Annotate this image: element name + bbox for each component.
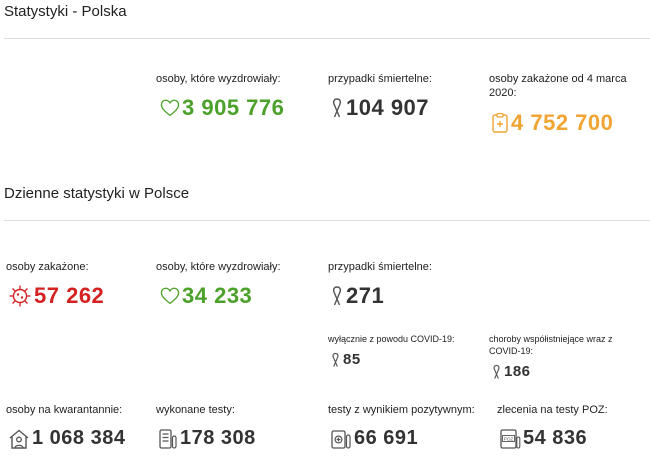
daily-deaths-value: 271: [346, 283, 385, 308]
ribbon-icon: [330, 285, 344, 307]
heart-icon: [160, 99, 180, 117]
total-deaths-value: 104 907: [346, 95, 430, 120]
comorbid-value: 186: [504, 363, 531, 380]
total-infected-value: 4 752 700: [511, 110, 614, 135]
daily-recovered-label: osoby, które wyzdrowiały:: [156, 261, 281, 273]
daily-deaths-label: przypadki śmiertelne:: [328, 261, 432, 273]
positive-tests-label: testy z wynikiem pozytywnym:: [328, 404, 475, 416]
quarantine-value: 1 068 384: [32, 427, 126, 449]
virus-icon: [8, 284, 32, 308]
daily-recovered-stat: 34 233: [160, 283, 252, 309]
house-person-icon: [8, 428, 30, 450]
svg-text:POZ: POZ: [504, 436, 514, 441]
comorbid-label: choroby współistniejące wraz z COVID-19:: [489, 334, 613, 356]
quarantine-label: osoby na kwarantannie:: [6, 404, 123, 416]
page-title: Statystyki - Polska: [4, 3, 127, 20]
daily-infected-label: osoby zakażone:: [6, 261, 89, 273]
daily-infected-value: 57 262: [34, 283, 105, 308]
ribbon-icon: [330, 352, 341, 368]
daily-title: Dzienne statystyki w Polsce: [4, 185, 190, 202]
poz-document-icon: POZ: [499, 428, 521, 450]
covid-only-stat: 85: [330, 351, 361, 368]
heart-icon: [160, 287, 180, 305]
ribbon-icon: [330, 97, 344, 119]
total-recovered-stat: 3 905 776: [160, 95, 284, 121]
daily-infected-stat: 57 262: [8, 283, 104, 309]
total-infected-stat: 4 752 700: [491, 110, 613, 136]
tests-value: 178 308: [180, 427, 256, 449]
daily-deaths-stat: 271: [330, 283, 384, 309]
daily-recovered-value: 34 233: [182, 283, 253, 308]
positive-tests-value: 66 691: [354, 427, 419, 449]
tests-label: wykonane testy:: [156, 404, 235, 416]
poz-orders-label: zlecenia na testy POZ:: [497, 404, 608, 416]
divider-daily: [4, 220, 650, 221]
total-infected-label: osoby zakażone od 4 marca 2020:: [489, 73, 627, 99]
total-recovered-value: 3 905 776: [182, 95, 285, 120]
total-deaths-label: przypadki śmiertelne:: [328, 73, 432, 85]
poz-orders-value: 54 836: [523, 427, 588, 449]
total-deaths-stat: 104 907: [330, 95, 429, 121]
positive-tests-stat: 66 691: [330, 427, 418, 450]
poz-orders-stat: POZ 54 836: [499, 427, 587, 450]
comorbid-stat: 186: [491, 363, 531, 380]
clipboard-icon: [491, 112, 509, 134]
ribbon-icon: [491, 364, 502, 380]
test-list-icon: [158, 428, 178, 450]
positive-test-icon: [330, 428, 352, 450]
covid-only-value: 85: [343, 351, 361, 368]
divider-top: [4, 38, 650, 39]
covid-only-label: wyłącznie z powodu COVID-19:: [328, 334, 455, 344]
quarantine-stat: 1 068 384: [8, 427, 125, 450]
total-recovered-label: osoby, które wyzdrowiały:: [156, 73, 281, 85]
tests-stat: 178 308: [158, 427, 256, 450]
